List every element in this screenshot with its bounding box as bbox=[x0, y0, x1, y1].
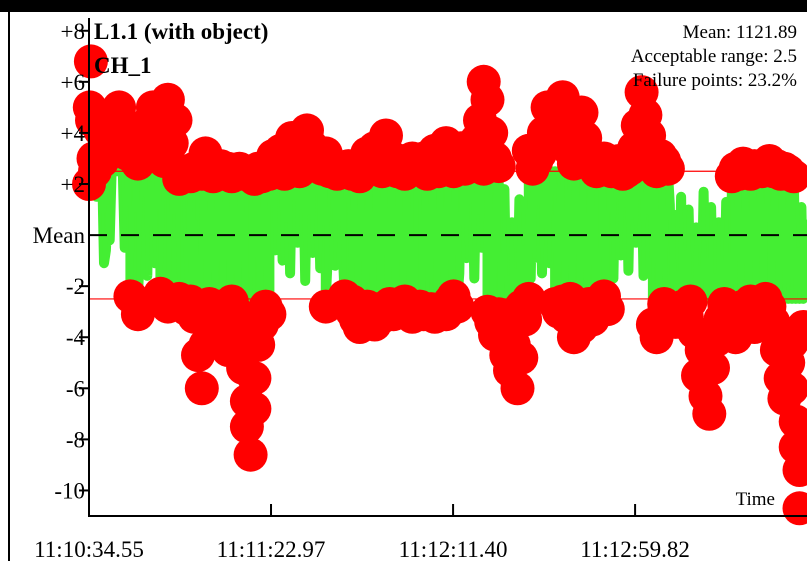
failure-point bbox=[673, 284, 708, 319]
failure-point bbox=[481, 149, 516, 184]
failure-point bbox=[474, 115, 509, 150]
failure-point bbox=[218, 294, 253, 329]
x-tick-label: 11:10:34.55 bbox=[34, 537, 144, 561]
top-border-bar bbox=[0, 0, 807, 12]
failure-point bbox=[470, 82, 505, 117]
mean-stat: Mean: 1121.89 bbox=[683, 22, 797, 43]
failure-point bbox=[692, 396, 727, 431]
failure-point bbox=[500, 371, 535, 406]
failure-point bbox=[252, 297, 287, 332]
chart-subtitle: CH_1 bbox=[94, 53, 152, 78]
failure-point bbox=[650, 151, 685, 186]
failure-point bbox=[73, 44, 108, 79]
failure-point bbox=[504, 340, 539, 375]
x-axis-label: Time bbox=[736, 489, 775, 510]
failure-point bbox=[440, 289, 475, 324]
marks-layer bbox=[72, 44, 807, 526]
failure-point bbox=[158, 103, 193, 138]
failure-point bbox=[511, 281, 546, 316]
y-tick-label: -8 bbox=[66, 427, 85, 452]
failure-point bbox=[590, 292, 625, 327]
chart-title: L1.1 (with object) bbox=[94, 19, 268, 44]
x-tick-label: 11:12:11.40 bbox=[399, 537, 508, 561]
failure-point bbox=[782, 491, 807, 526]
y-tick-label: +6 bbox=[61, 70, 85, 95]
ticks-layer: +8 +6 +4 +2 Mean -2 -4 -6 -8 -10 11:10:34.55 11:11:… bbox=[33, 19, 690, 561]
y-tick-label: -6 bbox=[66, 376, 85, 401]
y-tick-label: Mean bbox=[33, 223, 86, 248]
x-tick-label: 11:11:22.97 bbox=[217, 537, 326, 561]
failure-point bbox=[564, 95, 599, 130]
y-tick-label: -10 bbox=[54, 478, 85, 503]
failure-point bbox=[233, 437, 268, 472]
y-tick-label: +4 bbox=[61, 121, 86, 146]
y-tick-label: +8 bbox=[61, 19, 85, 44]
y-tick-label: -2 bbox=[66, 274, 85, 299]
failure-point bbox=[237, 361, 272, 396]
failure-point bbox=[120, 297, 155, 332]
failure-point bbox=[184, 371, 219, 406]
failure-point bbox=[696, 350, 730, 385]
acceptable-range-stat: Acceptable range: 2.5 bbox=[631, 46, 797, 67]
x-tick-label: 11:12:59.82 bbox=[580, 537, 690, 561]
failure-point bbox=[786, 437, 807, 472]
failure-point bbox=[786, 310, 807, 344]
failure-point bbox=[776, 159, 807, 194]
failure-point bbox=[237, 391, 272, 426]
failure-point bbox=[775, 371, 807, 406]
failure-points-stat: Failure points: 23.2% bbox=[633, 70, 797, 91]
y-tick-label: +2 bbox=[61, 172, 85, 197]
failure-point bbox=[778, 404, 807, 439]
y-tick-label: -4 bbox=[66, 325, 86, 350]
